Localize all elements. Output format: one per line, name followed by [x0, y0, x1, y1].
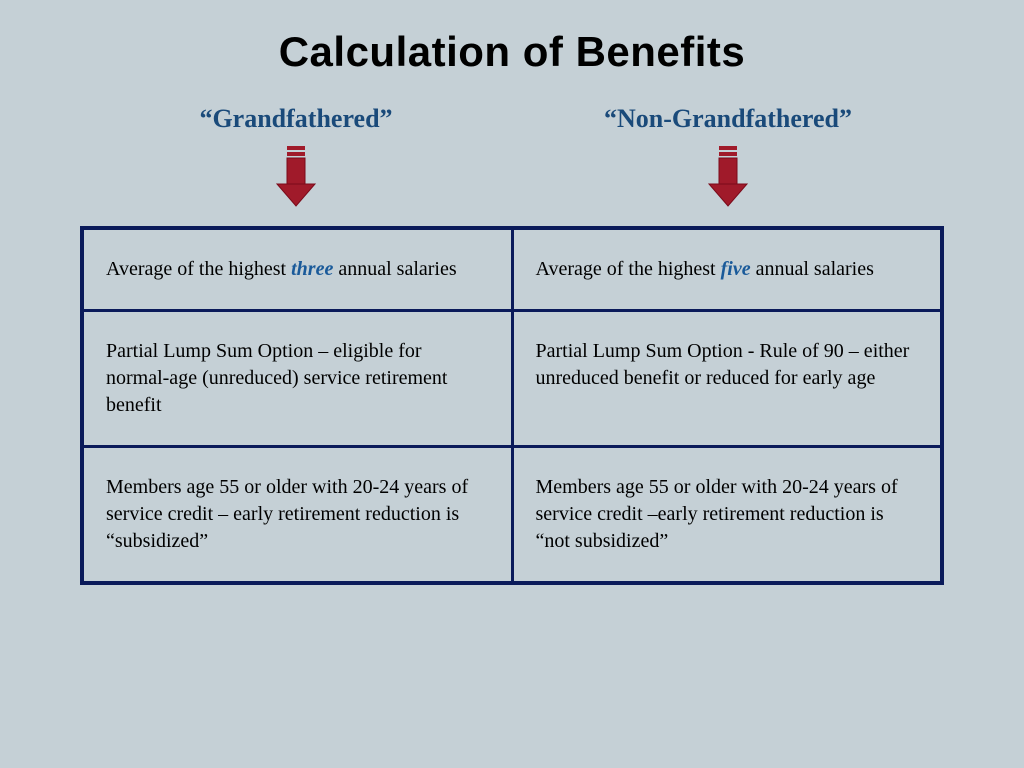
- arrow-down-icon: [512, 146, 944, 208]
- cell-right: Average of the highest five annual salar…: [512, 228, 942, 311]
- cell-text-pre: Average of the highest: [106, 258, 291, 280]
- cell-text-pre: Partial Lump Sum Option - Rule of 90 – e…: [536, 340, 910, 389]
- cell-text-post: annual salaries: [751, 258, 874, 280]
- cell-text-highlight: three: [291, 258, 333, 280]
- cell-right: Partial Lump Sum Option - Rule of 90 – e…: [512, 311, 942, 447]
- header-label-non-grandfathered: “Non-Grandfathered”: [512, 104, 944, 134]
- header-label-grandfathered: “Grandfathered”: [80, 104, 512, 134]
- cell-text-pre: Partial Lump Sum Option – eligible for n…: [106, 340, 447, 416]
- column-headers: “Grandfathered” “Non-Grandfathered”: [0, 104, 1024, 208]
- cell-text-post: annual salaries: [333, 258, 456, 280]
- cell-text-pre: Members age 55 or older with 20-24 years…: [106, 476, 468, 552]
- cell-left: Members age 55 or older with 20-24 years…: [82, 447, 512, 584]
- cell-right: Members age 55 or older with 20-24 years…: [512, 447, 942, 584]
- comparison-table: Average of the highest three annual sala…: [80, 226, 944, 585]
- header-col-left: “Grandfathered”: [80, 104, 512, 208]
- arrow-down-icon: [80, 146, 512, 208]
- page-title: Calculation of Benefits: [0, 0, 1024, 76]
- cell-text-pre: Members age 55 or older with 20-24 years…: [536, 476, 898, 552]
- table-row: Average of the highest three annual sala…: [82, 228, 942, 311]
- table-row: Partial Lump Sum Option – eligible for n…: [82, 311, 942, 447]
- table-row: Members age 55 or older with 20-24 years…: [82, 447, 942, 584]
- cell-text-highlight: five: [721, 258, 751, 280]
- benefits-table: Average of the highest three annual sala…: [80, 226, 944, 585]
- cell-left: Average of the highest three annual sala…: [82, 228, 512, 311]
- cell-left: Partial Lump Sum Option – eligible for n…: [82, 311, 512, 447]
- header-col-right: “Non-Grandfathered”: [512, 104, 944, 208]
- cell-text-pre: Average of the highest: [536, 258, 721, 280]
